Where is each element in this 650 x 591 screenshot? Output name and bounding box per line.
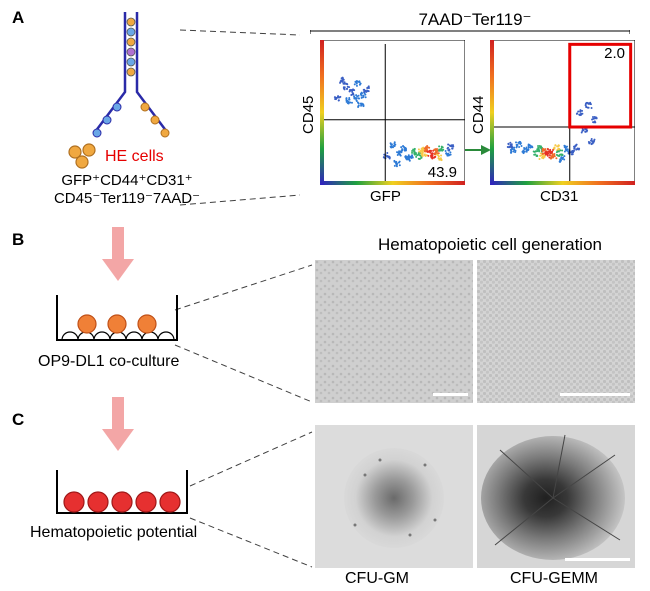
svg-text:2.0: 2.0 (604, 45, 625, 62)
arrow-b-to-c-icon (98, 395, 138, 455)
gating-title-bracket (310, 30, 630, 34)
cfu-gemm-label: CFU-GEMM (510, 570, 598, 588)
plot1-x-axis: GFP (370, 188, 401, 205)
facs-plot-1: 43.9 (320, 40, 465, 185)
panel-c-microscopy (315, 425, 635, 568)
svg-text:43.9: 43.9 (428, 164, 457, 181)
plot2-x-axis: CD31 (540, 188, 578, 205)
figure-root: A B C HE cells GFP⁺CD44⁺CD31⁺ CD45⁻Ter11… (0, 0, 650, 591)
panel-b-microscopy (315, 260, 635, 403)
plot2-y-axis: CD44 (470, 85, 487, 145)
cfu-gm-label: CFU-GM (345, 570, 409, 588)
hema-gen-title: Hematopoietic cell generation (350, 235, 630, 255)
facs-plot-2: 2.0 (490, 40, 635, 185)
hema-pot-label: Hematopoietic potential (30, 524, 197, 542)
plot1-y-axis: CD45 (300, 85, 317, 145)
arrow-a-to-b-icon (98, 225, 138, 285)
panel-b-dish (52, 290, 182, 350)
op9-label: OP9-DL1 co-culture (38, 353, 179, 371)
panel-c-dish (52, 465, 192, 520)
gating-title: 7AAD⁻Ter119⁻ (375, 10, 575, 30)
